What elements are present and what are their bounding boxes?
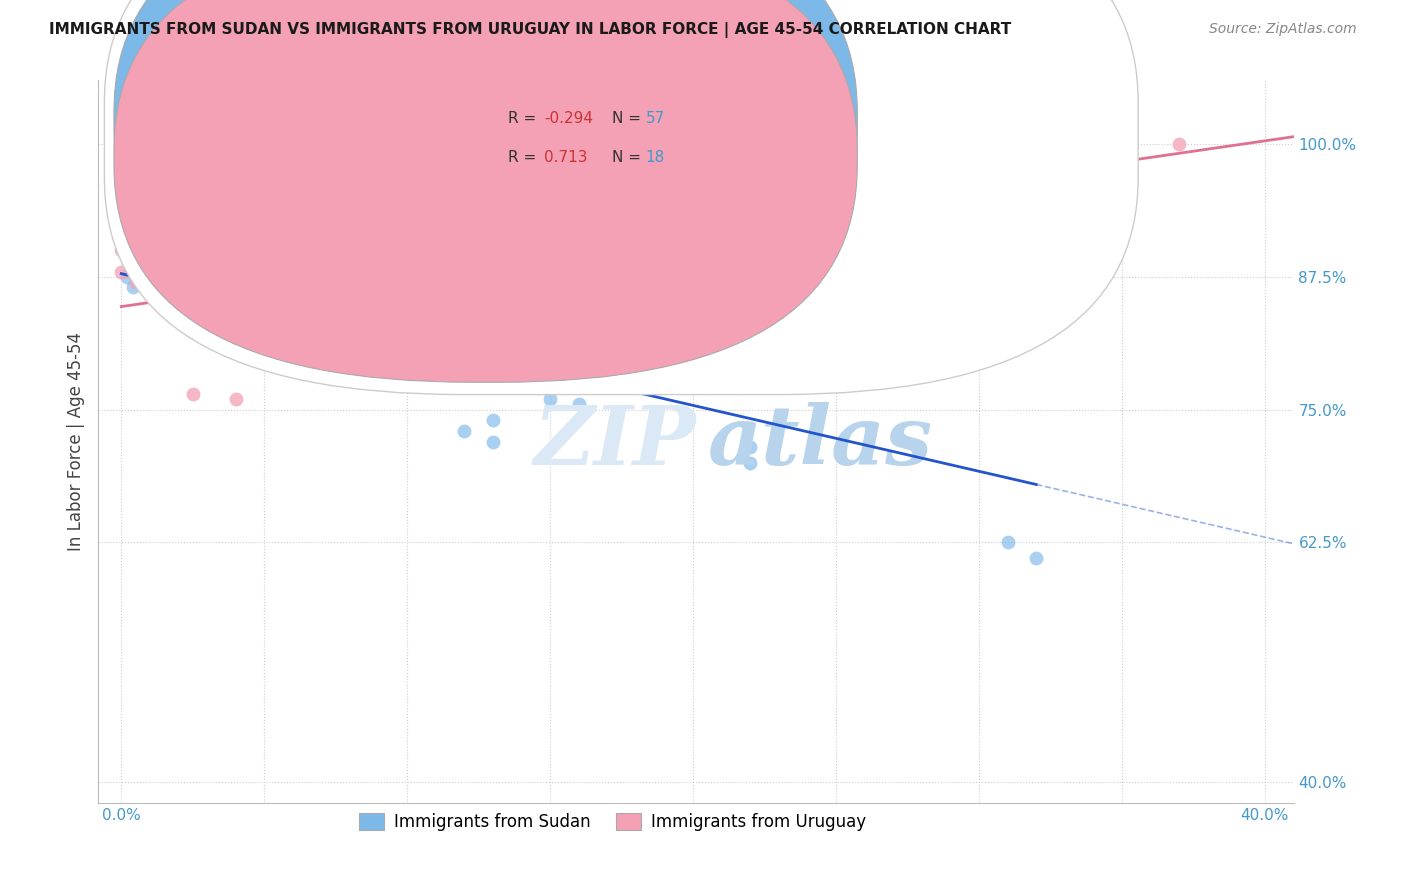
FancyBboxPatch shape — [114, 0, 858, 383]
Point — [124, 269, 146, 284]
Point — [209, 307, 232, 321]
Point — [139, 267, 162, 281]
Point — [121, 280, 143, 294]
Point — [115, 249, 138, 263]
Point — [110, 195, 132, 210]
Point — [209, 328, 232, 343]
Point — [396, 238, 419, 252]
Text: N =: N = — [613, 150, 647, 165]
Point — [145, 275, 167, 289]
Point — [124, 233, 146, 247]
Point — [110, 163, 132, 178]
Point — [131, 244, 153, 258]
Point — [121, 222, 143, 236]
Point — [136, 262, 159, 277]
Text: N =: N = — [613, 112, 647, 127]
Point — [110, 211, 132, 226]
Point — [153, 288, 176, 302]
Point — [118, 206, 141, 220]
Point — [136, 277, 159, 292]
Point — [118, 222, 141, 236]
Point — [124, 275, 146, 289]
Point — [118, 238, 141, 252]
Point — [997, 535, 1019, 549]
Point — [453, 424, 475, 438]
Point — [482, 307, 505, 321]
Point — [682, 376, 704, 390]
Point — [110, 222, 132, 236]
Point — [115, 233, 138, 247]
Point — [225, 392, 247, 406]
Point — [115, 211, 138, 226]
Point — [124, 249, 146, 263]
Text: R =: R = — [509, 112, 541, 127]
FancyBboxPatch shape — [104, 0, 1139, 394]
Point — [167, 285, 190, 300]
Point — [153, 301, 176, 316]
Point — [127, 227, 149, 242]
Point — [339, 339, 361, 353]
Point — [124, 211, 146, 226]
Point — [668, 307, 690, 321]
Point — [482, 413, 505, 427]
Point — [118, 238, 141, 252]
Point — [124, 249, 146, 263]
Point — [162, 280, 184, 294]
Point — [121, 206, 143, 220]
Point — [181, 386, 204, 401]
Text: R =: R = — [509, 150, 547, 165]
Point — [145, 291, 167, 305]
Point — [538, 392, 561, 406]
Point — [1025, 551, 1047, 566]
Point — [1168, 136, 1191, 151]
Point — [121, 259, 143, 273]
Text: 18: 18 — [645, 150, 665, 165]
Y-axis label: In Labor Force | Age 45-54: In Labor Force | Age 45-54 — [66, 332, 84, 551]
Point — [281, 328, 304, 343]
Point — [139, 285, 162, 300]
Point — [134, 275, 156, 289]
Point — [624, 371, 647, 385]
Point — [115, 195, 138, 210]
Point — [118, 264, 141, 278]
Text: IMMIGRANTS FROM SUDAN VS IMMIGRANTS FROM URUGUAY IN LABOR FORCE | AGE 45-54 CORR: IMMIGRANTS FROM SUDAN VS IMMIGRANTS FROM… — [49, 22, 1011, 38]
Point — [225, 312, 247, 326]
Point — [367, 211, 389, 226]
Point — [568, 397, 591, 411]
Point — [110, 264, 132, 278]
Point — [127, 267, 149, 281]
Text: atlas: atlas — [709, 401, 934, 482]
Point — [121, 238, 143, 252]
Point — [167, 307, 190, 321]
Point — [131, 264, 153, 278]
Point — [181, 291, 204, 305]
Point — [110, 244, 132, 258]
Text: 0.713: 0.713 — [544, 150, 588, 165]
Text: 57: 57 — [645, 112, 665, 127]
Point — [131, 264, 153, 278]
Point — [110, 179, 132, 194]
Legend: Immigrants from Sudan, Immigrants from Uruguay: Immigrants from Sudan, Immigrants from U… — [353, 806, 872, 838]
Point — [118, 259, 141, 273]
Text: ZIP: ZIP — [533, 401, 696, 482]
Point — [482, 434, 505, 449]
Point — [115, 269, 138, 284]
Text: Source: ZipAtlas.com: Source: ZipAtlas.com — [1209, 22, 1357, 37]
Text: -0.294: -0.294 — [544, 112, 593, 127]
FancyBboxPatch shape — [114, 0, 858, 344]
Point — [740, 456, 762, 470]
Point — [153, 273, 176, 287]
Point — [167, 307, 190, 321]
Point — [127, 249, 149, 263]
Point — [110, 233, 132, 247]
Point — [740, 440, 762, 454]
Point — [134, 254, 156, 268]
Point — [195, 301, 218, 316]
